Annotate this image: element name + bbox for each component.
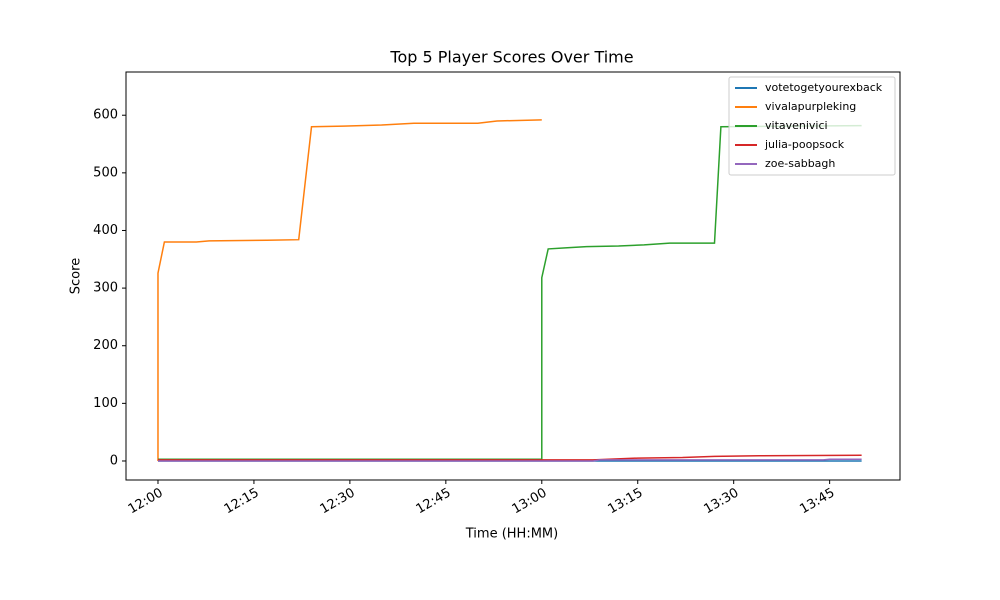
y-tick-label: 400 — [93, 223, 118, 238]
y-tick-label: 500 — [93, 165, 118, 180]
y-tick-label: 600 — [93, 108, 118, 123]
chart-title: Top 5 Player Scores Over Time — [389, 48, 633, 67]
series-line — [157, 454, 862, 461]
x-tick-label: 12:30 — [318, 486, 358, 518]
x-axis-label: Time (HH:MM) — [465, 527, 558, 542]
legend-box — [728, 76, 896, 176]
y-axis-label: Score — [69, 258, 84, 294]
legend-label: julia-poopsock — [764, 138, 845, 151]
legend: votetogetyourexback vivalapurpleking vitav… — [728, 76, 896, 176]
series-line — [157, 119, 542, 461]
x-tick-label: 12:15 — [222, 486, 262, 518]
x-tick-label: 12:00 — [126, 486, 166, 518]
y-tick-label: 200 — [93, 338, 118, 353]
x-tick-label: 12:45 — [414, 486, 454, 518]
x-tick-label: 13:15 — [606, 486, 646, 518]
x-tick-label: 13:30 — [701, 486, 741, 518]
y-tick-label: 300 — [93, 281, 118, 296]
x-tick-label: 13:45 — [797, 486, 837, 518]
x-tick-label: 13:00 — [510, 486, 550, 518]
y-tick-label: 0 — [110, 453, 118, 468]
plot-frame — [125, 71, 901, 481]
legend-label: vitavenivici — [765, 119, 828, 132]
series-line — [157, 124, 862, 461]
y-tick-label: 100 — [93, 396, 118, 411]
legend-label: vivalapurpleking — [765, 100, 856, 113]
legend-label: zoe-sabbagh — [765, 157, 835, 170]
series-line — [157, 458, 862, 462]
legend-label: votetogetyourexback — [765, 81, 883, 94]
